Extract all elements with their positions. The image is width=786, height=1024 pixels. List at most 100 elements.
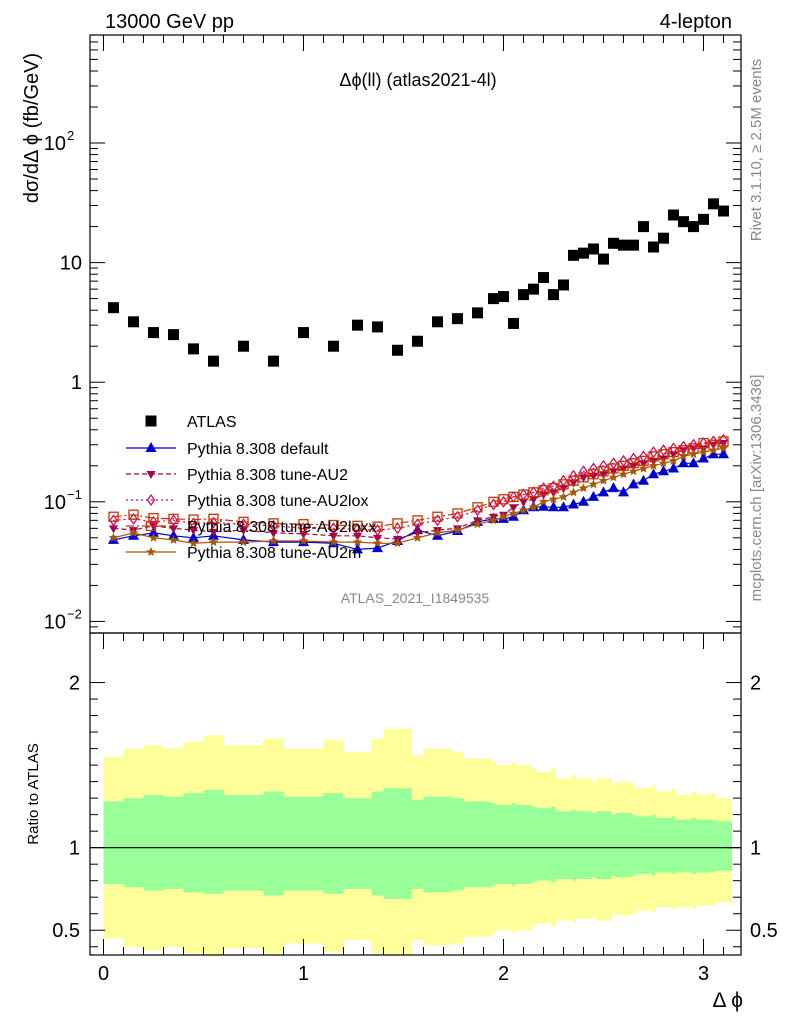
data-point-atlas xyxy=(538,272,549,284)
data-point xyxy=(598,475,609,485)
green-band-bin xyxy=(463,801,492,888)
y-tick-label-right: 0.5 xyxy=(750,920,778,942)
data-point xyxy=(239,527,248,536)
marker-shape xyxy=(298,536,309,546)
marker-shape xyxy=(168,534,179,544)
marker-shape xyxy=(169,525,178,534)
data-point-atlas xyxy=(328,340,339,352)
data-point-atlas xyxy=(432,316,443,328)
data-point xyxy=(618,469,629,479)
marker-shape xyxy=(146,547,156,556)
data-point xyxy=(329,522,338,535)
marker-shape xyxy=(432,316,443,328)
marker-shape xyxy=(708,198,719,210)
marker-shape xyxy=(528,487,539,498)
marker-shape xyxy=(518,289,529,301)
marker-shape xyxy=(548,501,559,512)
marker-shape xyxy=(568,249,579,261)
marker-shape xyxy=(208,355,219,367)
data-point xyxy=(352,543,363,554)
marker-shape xyxy=(669,451,678,460)
marker-shape xyxy=(146,493,156,507)
marker-shape xyxy=(393,522,402,535)
data-point xyxy=(718,448,729,459)
marker-shape xyxy=(568,487,579,497)
y-tick-exponent: −1 xyxy=(67,487,82,502)
marker-shape xyxy=(209,516,218,529)
marker-shape xyxy=(328,519,339,531)
data-point-atlas xyxy=(168,329,179,341)
data-point xyxy=(328,537,339,547)
marker-shape xyxy=(628,239,639,251)
data-point xyxy=(299,522,308,535)
marker-shape xyxy=(413,518,422,531)
data-point xyxy=(528,487,539,498)
data-point xyxy=(648,460,659,470)
marker-shape xyxy=(608,472,619,482)
data-point-atlas xyxy=(498,291,509,303)
data-point xyxy=(148,526,159,537)
marker-shape xyxy=(373,524,382,537)
x-tick-label: 3 xyxy=(698,963,709,985)
data-point xyxy=(608,482,619,493)
x-tick-label: 1 xyxy=(298,963,309,985)
data-point xyxy=(268,518,279,529)
data-point xyxy=(688,449,699,459)
marker-shape xyxy=(559,474,568,487)
data-point xyxy=(209,528,218,537)
marker-shape xyxy=(528,283,539,295)
y-tick-label: 2 xyxy=(69,673,80,695)
marker-shape xyxy=(412,335,423,347)
marker-shape xyxy=(578,472,589,483)
marker-shape xyxy=(145,520,157,532)
data-point-atlas xyxy=(128,316,139,328)
y-tick-label-right: 1 xyxy=(750,838,761,860)
y-tick-label: 10 xyxy=(44,492,66,514)
marker-shape xyxy=(628,478,639,489)
marker-shape xyxy=(238,340,249,352)
marker-shape xyxy=(169,514,178,527)
marker-shape xyxy=(208,537,219,547)
marker-shape xyxy=(548,483,559,494)
y-tick-label: 1 xyxy=(69,838,80,860)
data-point-atlas xyxy=(558,279,569,291)
data-point xyxy=(548,483,559,494)
data-point-atlas xyxy=(698,213,709,225)
data-point xyxy=(648,468,659,479)
data-point xyxy=(698,447,709,457)
data-point xyxy=(188,514,199,525)
data-point xyxy=(412,532,423,542)
marker-shape xyxy=(128,527,139,537)
marker-shape xyxy=(688,449,699,459)
data-point xyxy=(529,496,538,505)
data-point xyxy=(299,530,308,539)
data-point xyxy=(268,536,279,546)
marker-shape xyxy=(568,475,579,486)
marker-shape xyxy=(718,448,729,459)
y-tick-label: 10 xyxy=(44,611,66,633)
data-point-atlas xyxy=(528,283,539,295)
ratio-y-ticks: 0.5 0.5 1 1 2 2 xyxy=(52,673,778,948)
data-point xyxy=(208,537,219,547)
data-point xyxy=(488,515,499,525)
data-point xyxy=(548,501,559,512)
green-band-bin xyxy=(123,798,144,888)
marker-shape xyxy=(618,239,629,251)
marker-shape xyxy=(528,502,539,512)
data-point xyxy=(453,510,462,523)
data-point xyxy=(539,491,548,500)
marker-shape xyxy=(668,462,679,473)
marker-shape xyxy=(558,479,569,490)
marker-shape xyxy=(452,313,463,325)
marker-shape xyxy=(149,515,158,528)
marker-shape xyxy=(239,527,248,536)
marker-shape xyxy=(588,469,599,480)
data-point xyxy=(189,527,198,536)
data-point xyxy=(518,505,529,515)
data-point xyxy=(238,516,249,527)
marker-shape xyxy=(508,317,519,329)
data-point xyxy=(649,446,658,459)
data-point xyxy=(129,512,138,525)
legend-label: Pythia 8.308 tune-AU2m xyxy=(187,545,361,562)
main-frame xyxy=(89,34,742,634)
